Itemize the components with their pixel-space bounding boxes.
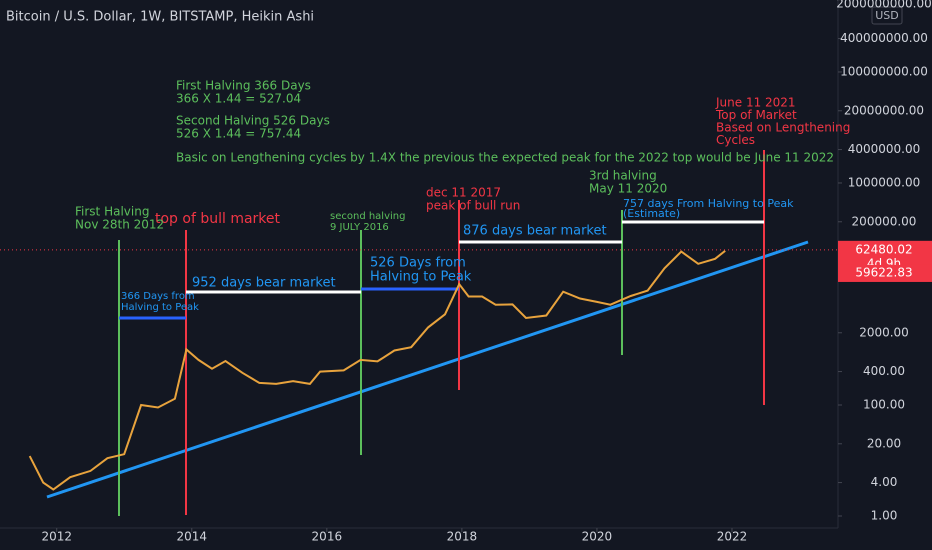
y-tick-label: 1.00 [871, 509, 898, 523]
annotation-text: Second Halving 526 Days [176, 114, 330, 128]
prev-price-box [838, 264, 932, 282]
y-tick-label: 20.00 [867, 436, 901, 450]
annotation-text: 3rd halving [589, 169, 657, 183]
y-tick-label: 400.00 [863, 364, 905, 378]
x-tick-label: 2018 [447, 530, 478, 544]
x-tick-label: 2012 [41, 530, 72, 544]
annotation-text: 526 X 1.44 = 757.44 [176, 127, 301, 141]
annotation-text: peak of bull run [426, 199, 520, 213]
annotation-text: 526 Days from [370, 256, 466, 271]
annotation-text: Nov 28th 2012 [75, 218, 164, 232]
y-tick-label: 100.00 [863, 397, 905, 411]
prev-price-label: 59622.83 [855, 265, 912, 279]
y-tick-label: 100000000.00 [840, 64, 928, 78]
annotation-text: June 11 2021 [715, 96, 796, 110]
currency-label: USD [875, 9, 899, 22]
annotation-text: 366 Days from [121, 291, 195, 302]
annotation-text: May 11 2020 [589, 182, 667, 196]
symbol-title: Bitcoin / U.S. Dollar, 1W, BITSTAMP, Hei… [6, 10, 314, 25]
annotation-text: Halving to Peak [121, 302, 199, 313]
annotation-text: Cycles [716, 133, 755, 147]
annotation-text: (Estimate) [623, 207, 680, 220]
annotation-text: top of bull market [155, 211, 281, 227]
last-price-label: 62480.02 [855, 242, 912, 256]
annotation-text: First Halving 366 Days [176, 79, 311, 93]
x-tick-label: 2022 [717, 530, 748, 544]
annotation-text: second halving [330, 211, 405, 222]
annotation-text: Top of Market [715, 108, 797, 122]
y-tick-label: 200000.00 [852, 214, 917, 228]
y-tick-label: 400000000.00 [840, 31, 928, 45]
y-tick-label: 1000000.00 [848, 175, 921, 189]
y-tick-label: 4.00 [871, 475, 898, 489]
annotation-text: Halving to Peak [370, 270, 472, 285]
y-tick-label: 2000.00 [859, 325, 909, 339]
x-tick-label: 2014 [177, 530, 208, 544]
price-line [28, 250, 726, 491]
x-tick-label: 2020 [582, 530, 613, 544]
trend-line [46, 240, 809, 499]
y-tick-label: 20000000.00 [844, 103, 924, 117]
annotation-text: dec 11 2017 [426, 186, 501, 200]
annotation-text: First Halving [75, 205, 149, 219]
y-tick-label: 4000000.00 [848, 142, 921, 156]
currency-badge[interactable] [871, 6, 903, 25]
annotation-text: 9 JULY 2016 [330, 222, 389, 233]
annotation-text: 876 days bear market [463, 224, 607, 239]
annotation-text: 366 X 1.44 = 527.04 [176, 92, 301, 106]
annotation-text: 952 days bear market [192, 276, 336, 291]
annotation-text: Basic on Lengthening cycles by 1.4X the … [176, 151, 834, 165]
y-tick-label: 2000000000.00 [836, 0, 931, 11]
x-tick-label: 2016 [312, 530, 343, 544]
annotation-text: Based on Lengthening [716, 121, 850, 135]
annotation-text: 757 days From Halving to Peak [623, 197, 794, 210]
